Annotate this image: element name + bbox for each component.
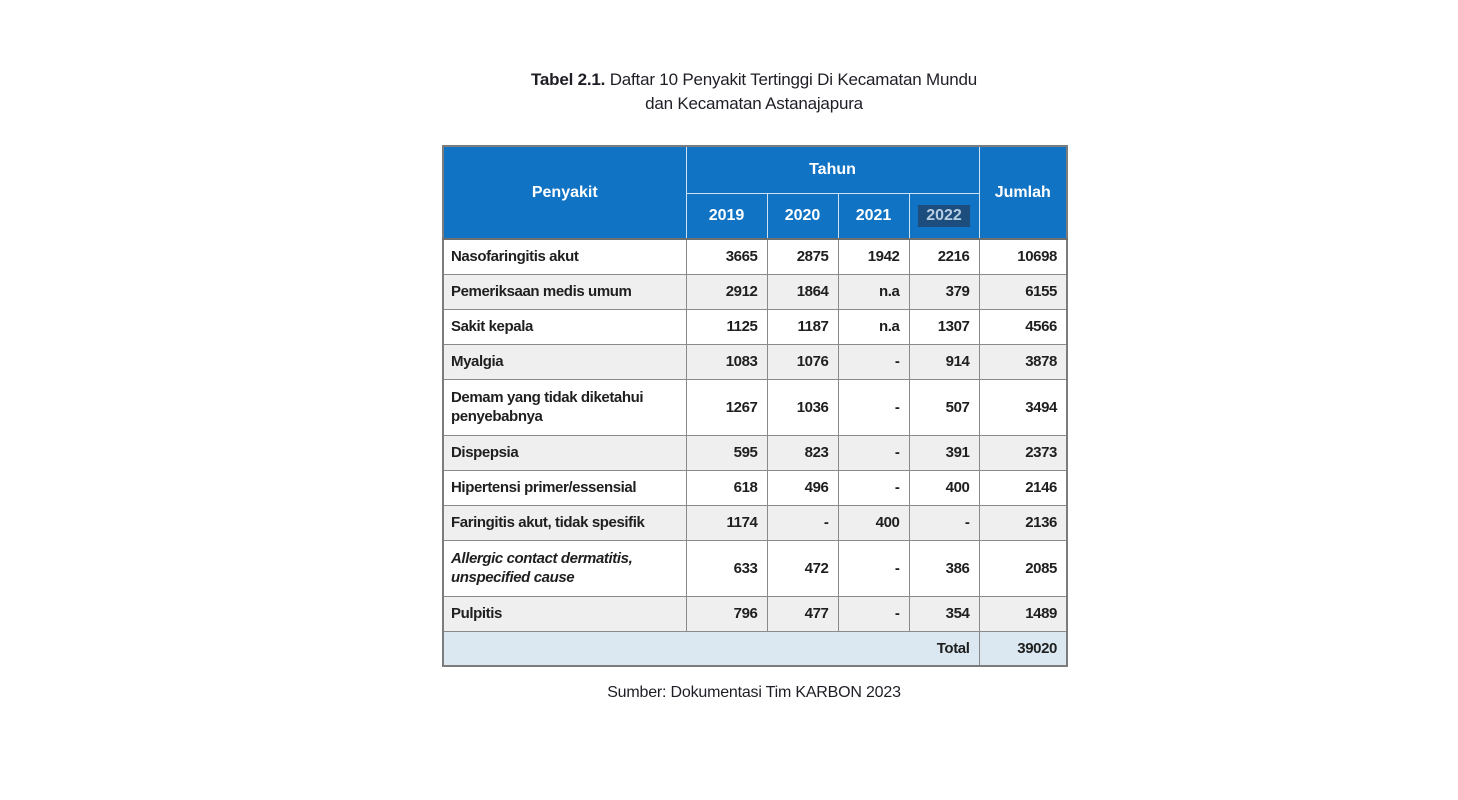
- value-2020-cell: 477: [766, 595, 839, 632]
- disease-cell: Nasofaringitis akut: [442, 238, 687, 275]
- total-row: Total 39020: [442, 630, 1068, 667]
- value-2020-cell: 496: [766, 469, 839, 506]
- value-2020-cell: 2875: [766, 238, 839, 275]
- table-row: Faringitis akut, tidak spesifik 1174 - 4…: [442, 504, 1068, 541]
- value-2019-cell: 1125: [685, 308, 768, 345]
- disease-cell: Dispepsia: [442, 434, 687, 471]
- jumlah-cell: 2373: [978, 434, 1068, 471]
- total-value-cell: 39020: [978, 630, 1068, 667]
- value-2020-cell: 1036: [766, 378, 839, 436]
- table-row: Myalgia 1083 1076 - 914 3878: [442, 343, 1068, 380]
- value-2022-cell: 354: [908, 595, 980, 632]
- year-2022-highlight: 2022: [918, 204, 970, 227]
- value-2021-cell: 1942: [837, 238, 910, 275]
- header-tahun-group: Tahun: [685, 145, 980, 194]
- value-2021-cell: -: [837, 378, 910, 436]
- table-row: Sakit kepala 1125 1187 n.a 1307 4566: [442, 308, 1068, 345]
- jumlah-cell: 2085: [978, 539, 1068, 597]
- header-penyakit: Penyakit: [442, 145, 687, 240]
- header-year-2022: 2022: [908, 192, 980, 240]
- value-2021-cell: -: [837, 343, 910, 380]
- source-note: Sumber: Dokumentasi Tim KARBON 2023: [607, 684, 901, 701]
- value-2019-cell: 1174: [685, 504, 768, 541]
- jumlah-cell: 4566: [978, 308, 1068, 345]
- jumlah-cell: 6155: [978, 273, 1068, 310]
- jumlah-cell: 10698: [978, 238, 1068, 275]
- header-jumlah: Jumlah: [978, 145, 1068, 240]
- value-2020-cell: -: [766, 504, 839, 541]
- header-year-2021: 2021: [837, 192, 910, 240]
- disease-cell: Sakit kepala: [442, 308, 687, 345]
- value-2021-cell: n.a: [837, 273, 910, 310]
- table-row: Nasofaringitis akut 3665 2875 1942 2216 …: [442, 238, 1068, 275]
- jumlah-cell: 1489: [978, 595, 1068, 632]
- table-title-label: Tabel 2.1.: [530, 70, 606, 89]
- disease-cell: Pulpitis: [442, 595, 687, 632]
- value-2019-cell: 595: [685, 434, 768, 471]
- table-row: Pulpitis 796 477 - 354 1489: [442, 595, 1068, 632]
- value-2019-cell: 1267: [685, 378, 768, 436]
- value-2020-cell: 1864: [766, 273, 839, 310]
- value-2019-cell: 796: [685, 595, 768, 632]
- table-row: Pemeriksaan medis umum 2912 1864 n.a 379…: [442, 273, 1068, 310]
- value-2022-cell: 507: [908, 378, 980, 436]
- value-2020-cell: 823: [766, 434, 839, 471]
- table-row: Hipertensi primer/essensial 618 496 - 40…: [442, 469, 1068, 506]
- table-title-line1: Tabel 2.1. Daftar 10 Penyakit Tertinggi …: [442, 68, 1066, 92]
- disease-cell: Demam yang tidak diketahui penyebabnya: [442, 378, 687, 436]
- value-2022-cell: 379: [908, 273, 980, 310]
- table-title: Tabel 2.1. Daftar 10 Penyakit Tertinggi …: [442, 68, 1066, 116]
- header-year-2020: 2020: [766, 192, 839, 240]
- disease-cell: Allergic contact dermatitis, unspecified…: [442, 539, 687, 597]
- value-2019-cell: 2912: [685, 273, 768, 310]
- header-year-2019: 2019: [685, 192, 768, 240]
- jumlah-cell: 3878: [978, 343, 1068, 380]
- table-row: Allergic contact dermatitis, unspecified…: [442, 539, 1068, 597]
- value-2020-cell: 1076: [766, 343, 839, 380]
- disease-table: Penyakit Tahun Jumlah 2019 2020 2021 202…: [442, 145, 1068, 667]
- value-2021-cell: -: [837, 434, 910, 471]
- value-2021-cell: 400: [837, 504, 910, 541]
- document-page: Tabel 2.1. Daftar 10 Penyakit Tertinggi …: [442, 68, 1068, 702]
- jumlah-cell: 3494: [978, 378, 1068, 436]
- value-2019-cell: 633: [685, 539, 768, 597]
- value-2019-cell: 618: [685, 469, 768, 506]
- table-row: Demam yang tidak diketahui penyebabnya 1…: [442, 378, 1068, 436]
- value-2019-cell: 1083: [685, 343, 768, 380]
- disease-cell: Hipertensi primer/essensial: [442, 469, 687, 506]
- table-title-text: Daftar 10 Penyakit Tertinggi Di Kecamata…: [605, 70, 978, 89]
- total-label-cell: Total: [442, 630, 980, 667]
- value-2021-cell: n.a: [837, 308, 910, 345]
- value-2022-cell: 914: [908, 343, 980, 380]
- disease-cell: Myalgia: [442, 343, 687, 380]
- value-2021-cell: -: [837, 469, 910, 506]
- value-2019-cell: 3665: [685, 238, 768, 275]
- jumlah-cell: 2146: [978, 469, 1068, 506]
- value-2022-cell: 391: [908, 434, 980, 471]
- value-2021-cell: -: [837, 595, 910, 632]
- value-2022-cell: 1307: [908, 308, 980, 345]
- value-2020-cell: 472: [766, 539, 839, 597]
- disease-cell: Pemeriksaan medis umum: [442, 273, 687, 310]
- value-2021-cell: -: [837, 539, 910, 597]
- table-row: Dispepsia 595 823 - 391 2373: [442, 434, 1068, 471]
- disease-cell: Faringitis akut, tidak spesifik: [442, 504, 687, 541]
- jumlah-cell: 2136: [978, 504, 1068, 541]
- table-title-line2: dan Kecamatan Astanajapura: [645, 94, 863, 113]
- value-2022-cell: 386: [908, 539, 980, 597]
- value-2022-cell: 2216: [908, 238, 980, 275]
- value-2022-cell: 400: [908, 469, 980, 506]
- value-2022-cell: -: [908, 504, 980, 541]
- value-2020-cell: 1187: [766, 308, 839, 345]
